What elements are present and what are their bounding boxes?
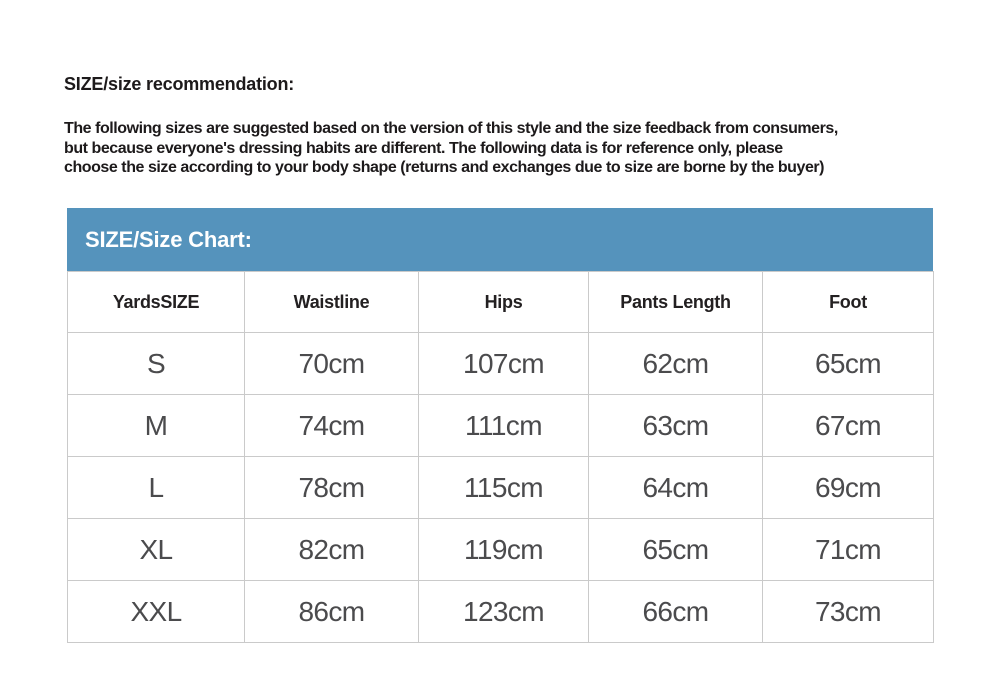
column-header-hips: Hips [418,271,589,333]
table-row-m: M 74cm 111cm 63cm 67cm [67,394,934,457]
size-recommendation-heading: SIZE/size recommendation: [64,74,295,94]
size-chart-header-bar: SIZE/Size Chart: [67,208,933,271]
cell-foot: 71cm [762,518,934,581]
column-header-pants-length: Pants Length [588,271,763,333]
cell-pants-length: 63cm [588,394,763,457]
cell-foot: 73cm [762,580,934,643]
table-row-xxl: XXL 86cm 123cm 66cm 73cm [67,580,934,643]
size-chart-title: SIZE/Size Chart: [85,226,252,252]
cell-hips: 111cm [418,394,589,457]
cell-foot: 69cm [762,456,934,519]
cell-pants-length: 62cm [588,332,763,395]
table-header-row: YardsSIZE Waistline Hips Pants Length Fo… [67,271,934,333]
cell-size: L [67,456,245,519]
cell-pants-length: 64cm [588,456,763,519]
cell-hips: 123cm [418,580,589,643]
cell-pants-length: 65cm [588,518,763,581]
column-header-waistline: Waistline [244,271,419,333]
cell-foot: 67cm [762,394,934,457]
cell-foot: 65cm [762,332,934,395]
cell-size: S [67,332,245,395]
cell-waistline: 86cm [244,580,419,643]
column-header-foot: Foot [762,271,934,333]
table-row-s: S 70cm 107cm 62cm 65cm [67,332,934,395]
cell-size: XL [67,518,245,581]
cell-size: M [67,394,245,457]
table-row-l: L 78cm 115cm 64cm 69cm [67,456,934,519]
table-row-xl: XL 82cm 119cm 65cm 71cm [67,518,934,581]
size-recommendation-paragraph: The following sizes are suggested based … [64,120,838,176]
column-header-yards-size: YardsSIZE [67,271,245,333]
cell-waistline: 74cm [244,394,419,457]
cell-hips: 119cm [418,518,589,581]
cell-hips: 115cm [418,456,589,519]
size-chart-table: YardsSIZE Waistline Hips Pants Length Fo… [67,271,934,643]
cell-pants-length: 66cm [588,580,763,643]
cell-hips: 107cm [418,332,589,395]
cell-waistline: 78cm [244,456,419,519]
cell-size: XXL [67,580,245,643]
cell-waistline: 82cm [244,518,419,581]
cell-waistline: 70cm [244,332,419,395]
size-chart-section: SIZE/Size Chart: YardsSIZE Waistline Hip… [67,208,934,643]
